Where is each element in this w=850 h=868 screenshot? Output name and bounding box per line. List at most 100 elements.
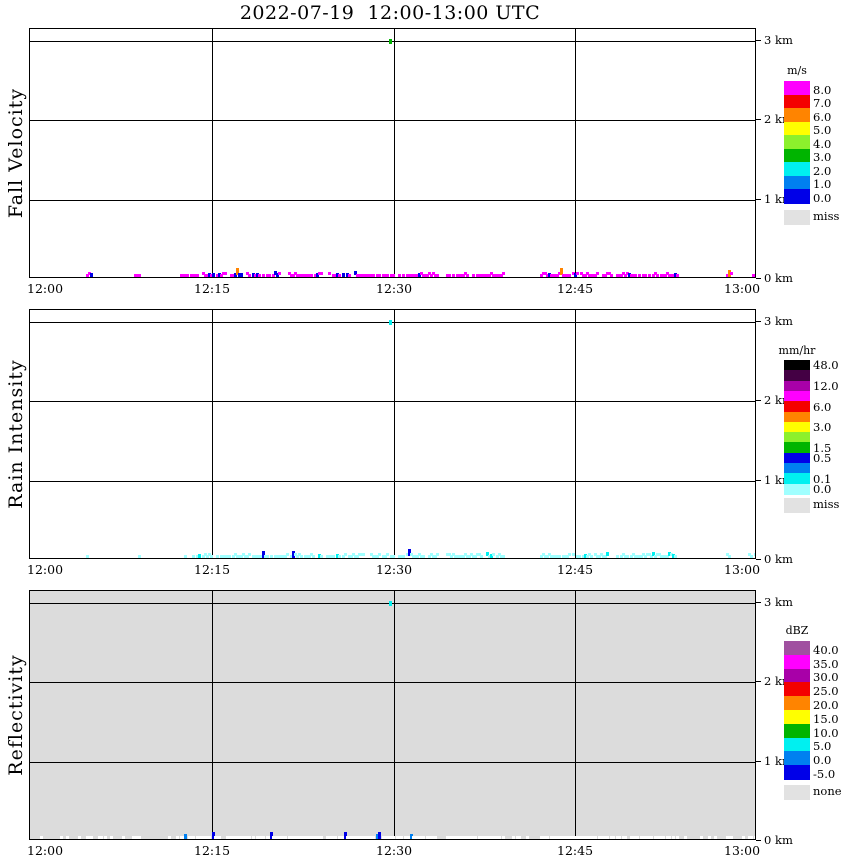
fall-velocity-echo bbox=[550, 274, 553, 277]
reflectivity-echo bbox=[464, 836, 467, 839]
reflectivity-echo bbox=[40, 836, 43, 839]
fall-velocity-echo bbox=[670, 274, 673, 277]
rain-intensity-echo bbox=[616, 555, 619, 558]
rain-intensity-echo bbox=[726, 553, 729, 556]
colorbar-tick-label: 12.0 bbox=[813, 379, 839, 393]
reflectivity-echo bbox=[364, 836, 367, 839]
reflectivity-echo bbox=[238, 836, 241, 839]
rain-intensity-echo bbox=[496, 555, 499, 558]
reflectivity-plot[interactable] bbox=[29, 590, 756, 840]
rain-intensity-plot[interactable] bbox=[29, 309, 756, 559]
reflectivity-echo bbox=[206, 836, 209, 839]
reflectivity-echo bbox=[622, 836, 625, 839]
fall-velocity-echo bbox=[384, 274, 387, 277]
colorbar-band bbox=[784, 135, 810, 150]
rain-intensity-echo bbox=[86, 555, 89, 558]
gridline-horizontal bbox=[30, 762, 755, 763]
reflectivity-echo bbox=[432, 836, 435, 839]
fall-velocity-echo bbox=[218, 273, 221, 277]
x-tick-label: 12:15 bbox=[194, 281, 231, 296]
reflectivity-echo bbox=[728, 836, 731, 839]
fall-velocity-echo bbox=[602, 274, 605, 277]
reflectivity-echo bbox=[314, 836, 317, 839]
fall-velocity-echo bbox=[624, 274, 627, 277]
reflectivity-echo bbox=[412, 836, 415, 839]
fall-velocity-echo bbox=[608, 272, 611, 275]
fall-velocity-plot[interactable] bbox=[29, 28, 756, 278]
y-tick-mark bbox=[756, 559, 761, 560]
rain-intensity-echo bbox=[554, 555, 557, 558]
y-tick-mark bbox=[756, 199, 761, 200]
reflectivity-echo bbox=[310, 836, 313, 839]
reflectivity-echo bbox=[616, 836, 619, 839]
fall-velocity-echo bbox=[134, 274, 137, 277]
reflectivity-echo bbox=[642, 836, 645, 839]
rain-intensity-echo bbox=[548, 553, 551, 556]
fall-velocity-echo bbox=[596, 272, 599, 275]
rain-intensity-echo bbox=[552, 555, 555, 558]
fall-velocity-echo bbox=[476, 274, 479, 277]
colorbar-tick-label: 1.5 bbox=[813, 441, 832, 455]
rain-intensity-echo bbox=[260, 555, 263, 558]
fall-velocity-echo bbox=[406, 274, 409, 277]
colorbar-band bbox=[784, 81, 810, 96]
rain-intensity-echo bbox=[432, 555, 435, 558]
colorbar-tick-label: 7.0 bbox=[813, 96, 832, 110]
reflectivity-echo bbox=[472, 836, 475, 839]
rain-intensity-echo bbox=[244, 555, 247, 558]
reflectivity-echo bbox=[276, 836, 279, 839]
reflectivity-echo bbox=[230, 836, 233, 839]
reflectivity-echo bbox=[588, 836, 591, 839]
reflectivity-echo bbox=[348, 836, 351, 839]
reflectivity-echo bbox=[318, 836, 321, 839]
rain-intensity-echo bbox=[362, 553, 365, 556]
y-tick-mark bbox=[756, 40, 761, 41]
reflectivity-echo bbox=[360, 836, 363, 839]
x-tick-label: 13:00 bbox=[724, 562, 761, 577]
colorbar-tick-label: 3.0 bbox=[813, 150, 832, 164]
colorbar-tick-label: 20.0 bbox=[813, 698, 839, 712]
rain-intensity-echo bbox=[586, 555, 589, 558]
fall-velocity-echo bbox=[566, 274, 569, 277]
fall-velocity-echo bbox=[414, 274, 417, 277]
fall-velocity-echo bbox=[398, 274, 401, 277]
reflectivity-echo bbox=[430, 836, 433, 839]
reflectivity-echo bbox=[648, 836, 651, 839]
fall-velocity-echo bbox=[430, 274, 433, 277]
fall-velocity-echo bbox=[610, 274, 613, 277]
reflectivity-echo bbox=[576, 836, 579, 839]
fall-velocity-echo bbox=[424, 274, 427, 277]
fall-velocity-echo bbox=[180, 274, 183, 277]
fall-velocity-echo bbox=[354, 271, 357, 275]
rain-intensity-echo bbox=[264, 555, 267, 558]
rain-intensity-echo bbox=[416, 555, 419, 558]
rain-intensity-echo bbox=[728, 555, 731, 558]
reflectivity-echo bbox=[122, 836, 125, 839]
fall-velocity-echo bbox=[434, 274, 437, 277]
reflectivity-echo bbox=[368, 836, 371, 839]
rain-intensity-echo bbox=[310, 553, 313, 556]
reflectivity-echo bbox=[572, 836, 575, 839]
rain-intensity-echo bbox=[466, 555, 469, 558]
fall-velocity-echo bbox=[584, 274, 587, 277]
fall-velocity-echo bbox=[626, 272, 629, 275]
rain-intensity-echo bbox=[220, 555, 223, 558]
rain-intensity-echo bbox=[300, 555, 303, 558]
reflectivity-echo bbox=[366, 836, 369, 839]
reflectivity-echo bbox=[426, 836, 429, 839]
rain-intensity-echo bbox=[350, 555, 353, 558]
reflectivity-echo bbox=[86, 836, 89, 839]
rain-intensity-echo bbox=[456, 555, 459, 558]
fall-velocity-echo bbox=[328, 272, 331, 275]
fall-velocity-echo bbox=[290, 274, 293, 277]
colorbar-band bbox=[784, 483, 810, 495]
colorbar-band bbox=[784, 175, 810, 191]
fall-velocity-echo bbox=[86, 274, 89, 277]
reflectivity-echo bbox=[212, 832, 215, 839]
rain-intensity-echo bbox=[226, 555, 229, 558]
rain-intensity-echo bbox=[332, 555, 335, 558]
rain-intensity-echo bbox=[278, 555, 281, 558]
rain-intensity-echo bbox=[406, 553, 409, 556]
reflectivity-echo bbox=[676, 836, 679, 839]
